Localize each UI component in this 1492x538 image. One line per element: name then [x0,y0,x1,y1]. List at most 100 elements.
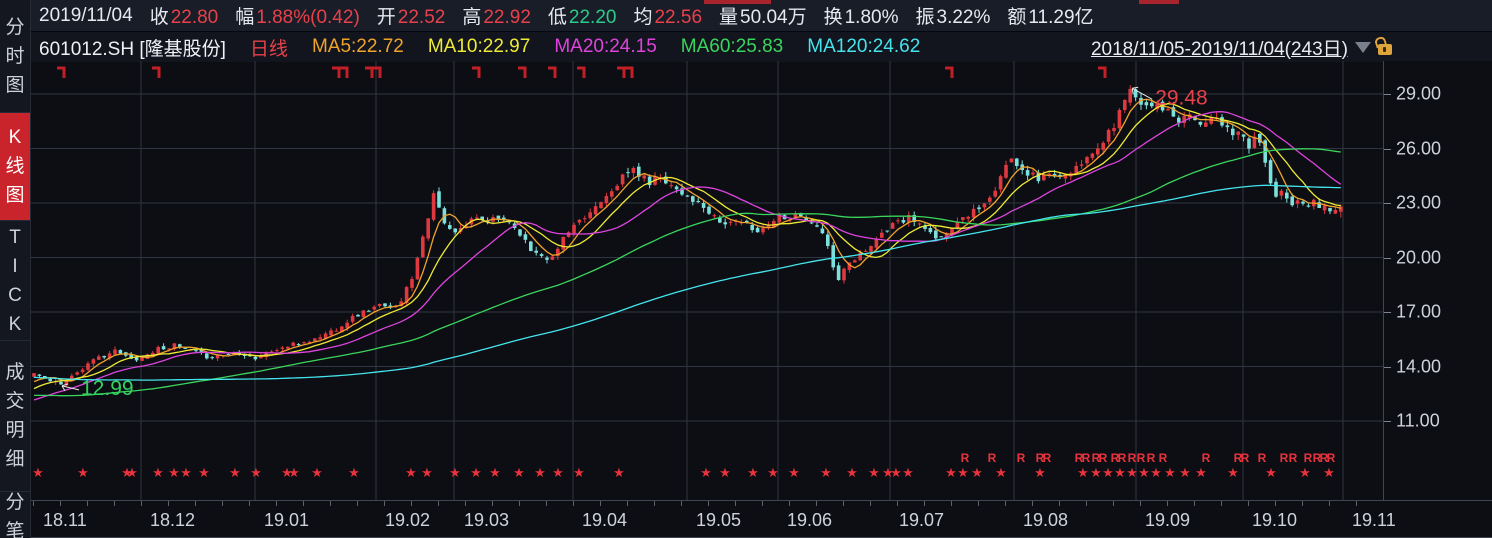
event-star-marker: ★ [719,466,731,481]
main-content: 2019/11/04 收 22.80 幅 1.88%(0.42) 开 22.52 高 22.9… [31,0,1492,538]
candle-down [534,250,538,253]
candle-up [853,260,857,263]
candle-down [912,215,916,222]
candle-up [944,233,949,239]
date-range-selector[interactable]: 2018/11/05-2019/11/04(243日) [1091,34,1392,61]
announcement-flag-icon [945,66,954,78]
r-marker: R [1017,451,1026,465]
candle-down [210,357,214,359]
candle-down [626,172,630,174]
candle-down [183,347,187,349]
sidebar-item-5[interactable]: 分笔 [0,492,30,538]
candle-down [1258,133,1262,143]
candle-down [1328,207,1332,212]
unlock-icon[interactable] [1378,44,1392,55]
candle-down [1177,117,1181,123]
kline-chart-area[interactable]: ★ ★ ★ ★ ★ ★ ★ ★ ★ ★ ★ ★ ★ ★ ★ ★ ★ ★ ★ ★ ★ ★ ★ ★ ★ ★ ★ ★ ★ ★ ★ ★ ★ ★ ★ ★ ★ ★ ★ ★… [31,61,1383,500]
candle-down [523,234,528,240]
date-range-text[interactable]: 2018/11/05-2019/11/04(243日) [1090,38,1348,60]
announcement-flag-icon [548,66,557,78]
r-marker: R [1137,451,1146,465]
candle-up [1123,99,1127,111]
announcement-flag-icon [365,66,374,78]
candle-down [226,353,231,355]
time-tick-label: 19.03 [464,510,510,530]
r-marker: R [1075,451,1084,465]
event-star-marker: ★ [573,466,585,481]
candle-up [329,330,333,336]
sidebar-item-char: 图 [5,185,25,206]
candle-up [215,354,220,359]
time-tick-label: 19.10 [1252,510,1298,530]
candle-down [1025,170,1030,176]
candle-up [113,349,117,355]
candle-up [907,214,911,223]
candle-up [982,203,987,208]
event-star-marker: ★ [1102,466,1114,481]
price-tick [1384,257,1391,259]
price-tick-label: 20.00 [1396,247,1442,267]
candle-down [448,225,452,229]
period-label[interactable]: 日线 [249,38,288,60]
candle-up [1063,174,1068,179]
kline-chart-svg[interactable]: ★ ★ ★★ ★ ★ ★ ★ ★ ★ ★★ ★ ★ ★ ★ ★ ★ ★ ★ ★ ★ ★ ★ ★ ★ ★ ★ ★ ★ ★ ★ ★★ ★ ★ ★ ★ ★ ★… [31,61,1383,500]
candle-down [674,186,679,190]
quote-stats: 收 22.80 幅 1.88%(0.42) 开 22.52 高 22.92 低 22.20 均 22.… [150,2,1094,29]
price-tick [1384,148,1391,150]
candle-down [134,357,139,361]
clipped-tab-strip [704,0,771,4]
event-star-marker: ★ [1126,466,1138,481]
candle-down [518,229,522,236]
candle-up [556,248,560,256]
candle-up [1182,116,1186,123]
r-marker: R [1099,451,1108,465]
candle-down [701,203,706,208]
event-star-marker: ★ [1164,466,1176,481]
event-star-marker: ★ [700,466,712,481]
price-tick [1384,421,1391,422]
candle-down [118,350,123,354]
candle-down [48,378,52,382]
sidebar-item-1[interactable]: 分时图 [0,0,30,113]
candle-down [637,166,641,177]
candle-up [421,236,425,258]
candle-up [642,175,646,179]
time-tick-label: 19.05 [696,510,742,530]
ma-legend-4: MA60:25.83 [680,36,784,57]
candle-down [129,354,133,359]
ma-legend-1: MA5:22.72 [311,36,404,57]
announcement-flag-icon [577,66,586,78]
sidebar-item-char: I [12,255,18,277]
candle-up [1112,128,1116,132]
stat-开: 开 22.52 [376,7,446,28]
candle-down [1139,97,1143,105]
candle-down [1198,121,1203,125]
candle-down [37,374,42,376]
ma-line-10 [33,102,1341,390]
candle-up [1101,142,1105,150]
candle-down [1036,172,1041,182]
candle-up [340,326,344,333]
time-tick-label: 19.09 [1145,510,1191,530]
candle-down [496,215,501,219]
candle-up [1106,129,1111,142]
r-marker: R [1043,451,1052,465]
candle-down [437,191,441,208]
candle-down [356,314,360,317]
event-star-marker: ★ [288,466,300,481]
candle-down [199,349,204,353]
sidebar-item-4[interactable]: 成交明细 [0,341,30,492]
candle-down [804,217,808,221]
event-star-marker: ★ [405,466,417,481]
event-star-marker: ★ [1138,466,1150,481]
candle-up [842,268,846,281]
candle-down [1290,196,1294,206]
candle-down [367,310,371,312]
candle-up [1322,205,1327,211]
candle-up [561,237,565,250]
candle-up [728,221,733,223]
caret-down-icon[interactable] [1355,41,1371,53]
price-axis: 29.00 26.00 23.00 20.00 17.00 14.00 11.00 [1383,61,1492,500]
